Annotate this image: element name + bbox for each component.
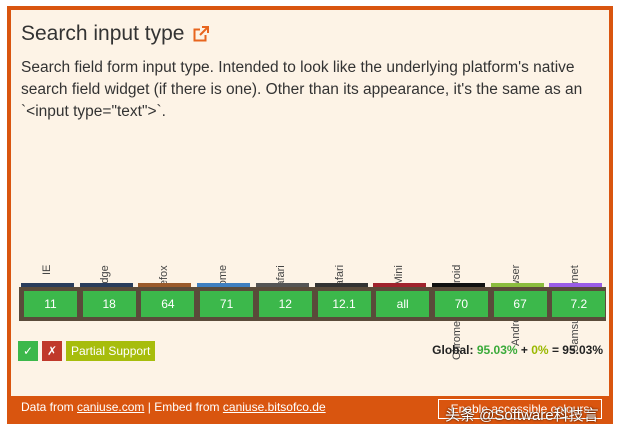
version-cell[interactable]: 64 bbox=[141, 291, 195, 317]
global-usage: Global: 95.03% + 0% = 95.03% bbox=[432, 343, 603, 357]
browser-color-bar bbox=[549, 283, 603, 287]
browser-header-row: IE EdgeFirefoxChromeSafariiOS SafariOpera… bbox=[21, 150, 603, 360]
global-plus: + bbox=[520, 343, 528, 357]
page-title: Search input type bbox=[21, 22, 185, 45]
browser-column: Opera Mini bbox=[373, 150, 427, 319]
version-cell[interactable]: all bbox=[376, 291, 430, 317]
browser-column: IE bbox=[21, 150, 74, 287]
browser-column: Firefox bbox=[138, 150, 192, 299]
footer-credits: Data from caniuse.com | Embed from caniu… bbox=[21, 400, 326, 414]
accessible-colours-button[interactable]: Enable accessible colours bbox=[438, 399, 602, 419]
browser-color-bar bbox=[21, 283, 74, 287]
browser-name: IE bbox=[40, 264, 53, 275]
partial-support-label: Partial Support bbox=[71, 344, 151, 358]
supported-legend: ✓ bbox=[18, 341, 38, 361]
cross-icon: ✗ bbox=[46, 344, 58, 358]
feature-panel: Search input type Search field form inpu… bbox=[11, 10, 609, 396]
unsupported-legend: ✗ bbox=[42, 341, 62, 361]
browser-color-bar bbox=[197, 283, 251, 287]
title-row: Search input type bbox=[21, 22, 210, 46]
external-link-icon[interactable] bbox=[193, 26, 210, 42]
global-label: Global: bbox=[432, 343, 474, 357]
version-cell[interactable]: 18 bbox=[82, 291, 136, 317]
version-cell[interactable]: 12 bbox=[258, 291, 312, 317]
browser-column: Chrome bbox=[197, 150, 251, 304]
browser-color-bar bbox=[79, 283, 133, 287]
version-cell[interactable]: 7.2 bbox=[552, 291, 606, 317]
browser-column: Chrome for Android bbox=[431, 150, 485, 360]
browser-column: Edge bbox=[79, 150, 133, 291]
embed-link[interactable]: caniuse.bitsofco.de bbox=[222, 400, 326, 414]
browser-color-bar bbox=[431, 283, 485, 287]
browser-column: Safari bbox=[255, 150, 309, 294]
global-total: 95.03% bbox=[562, 343, 603, 357]
global-equals: = bbox=[551, 343, 559, 357]
feature-description: Search field form input type. Intended t… bbox=[21, 59, 583, 120]
browser-column: Samsung Internet bbox=[549, 150, 603, 352]
global-full: 95.03% bbox=[476, 343, 518, 357]
legend: ✓ ✗ Partial Support bbox=[18, 341, 159, 361]
browser-color-bar bbox=[314, 283, 368, 287]
browser-color-bar bbox=[373, 283, 427, 287]
watermark: 头条 @Software科技言 bbox=[445, 407, 599, 424]
embed-frame: Search input type Search field form inpu… bbox=[7, 6, 613, 424]
browser-column: Android Browser bbox=[490, 150, 544, 346]
version-cell[interactable]: 70 bbox=[434, 291, 488, 317]
version-row: 11 18 64 71 12 12.1 all 70 67 7.2 bbox=[19, 287, 606, 321]
browser-color-bar bbox=[490, 283, 544, 287]
browser-column: iOS Safari bbox=[314, 150, 368, 315]
check-icon: ✓ bbox=[22, 344, 34, 358]
data-from-text: Data from bbox=[21, 400, 74, 414]
version-cell[interactable]: 67 bbox=[493, 291, 547, 317]
version-cell[interactable]: 11 bbox=[24, 291, 77, 317]
version-cell[interactable]: 71 bbox=[200, 291, 254, 317]
browser-color-bar bbox=[138, 283, 192, 287]
embed-from-text: | Embed from bbox=[147, 400, 220, 414]
global-partial: 0% bbox=[531, 343, 549, 357]
caniuse-link[interactable]: caniuse.com bbox=[77, 400, 145, 414]
version-cell[interactable]: 12.1 bbox=[317, 291, 371, 317]
browser-color-bar bbox=[255, 283, 309, 287]
partial-support-legend: Partial Support bbox=[66, 341, 156, 361]
